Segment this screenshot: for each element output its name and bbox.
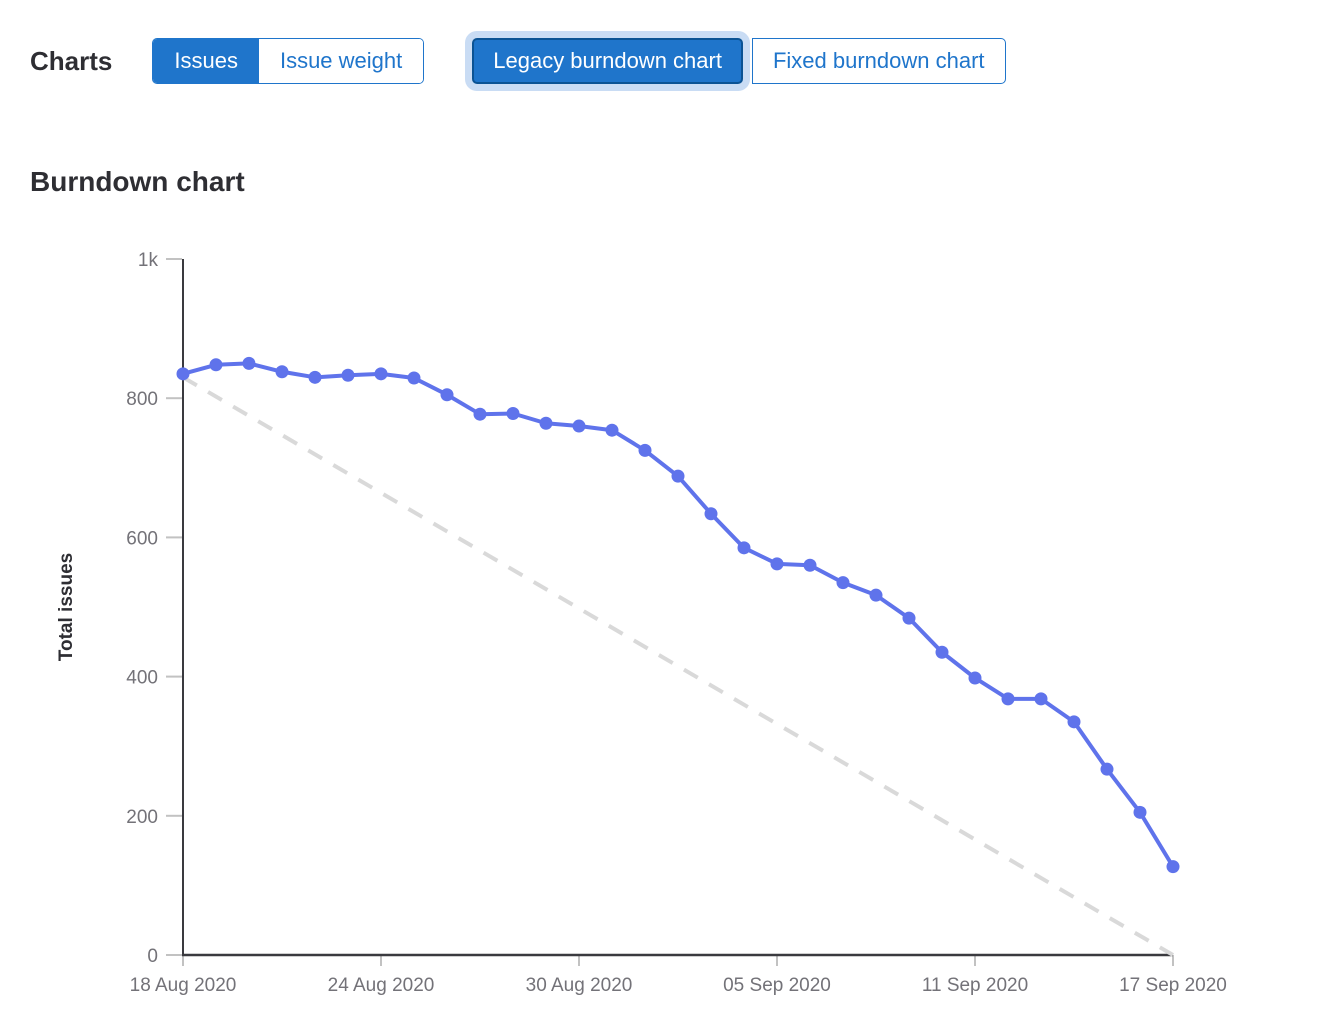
issue-weight-toggle-button[interactable]: Issue weight <box>258 39 424 83</box>
data-point[interactable] <box>803 558 817 572</box>
data-point[interactable] <box>671 469 685 483</box>
x-axis-tick-label: 17 Sep 2020 <box>1119 975 1227 996</box>
chart-type-toggle-group: Legacy burndown chart Fixed burndown cha… <box>472 38 1006 84</box>
burndown-line <box>181 361 1175 869</box>
data-point[interactable] <box>1133 805 1147 819</box>
data-point[interactable] <box>539 416 553 430</box>
x-axis-tick-label: 05 Sep 2020 <box>723 975 831 996</box>
x-axis-tick-label: 30 Aug 2020 <box>526 975 633 996</box>
y-axis-tick-label: 400 <box>126 668 158 689</box>
data-point[interactable] <box>1001 692 1015 706</box>
data-point[interactable] <box>704 507 718 521</box>
data-point[interactable] <box>176 367 190 381</box>
data-point[interactable] <box>836 576 850 590</box>
y-axis-tick-label: 200 <box>126 807 158 828</box>
charts-section-label: Charts <box>30 45 113 76</box>
burndown-chart-svg: 0 200 400 600 800 1k 18 Aug 2020 24 Aug 2020 30 … <box>56 250 1227 996</box>
y-axis-tick-label: 600 <box>126 528 158 549</box>
data-point[interactable] <box>242 356 256 370</box>
data-point[interactable] <box>407 371 421 385</box>
charts-toolbar: Charts Issues Issue weight Legacy burndo… <box>30 38 1006 84</box>
x-axis-tick-label: 18 Aug 2020 <box>130 975 237 996</box>
data-point[interactable] <box>737 541 751 555</box>
data-point[interactable] <box>341 368 355 382</box>
data-point[interactable] <box>1034 692 1048 706</box>
data-point[interactable] <box>308 370 322 384</box>
data-point[interactable] <box>1100 762 1114 776</box>
fixed-burndown-chart-button[interactable]: Fixed burndown chart <box>751 38 1006 84</box>
y-axis-tick-label: 800 <box>126 389 158 410</box>
data-point[interactable] <box>473 407 487 421</box>
legacy-burndown-chart-button[interactable]: Legacy burndown chart <box>472 38 743 84</box>
data-point[interactable] <box>638 443 652 457</box>
data-point[interactable] <box>374 367 388 381</box>
data-point[interactable] <box>440 388 454 402</box>
data-point[interactable] <box>1166 860 1180 874</box>
data-point[interactable] <box>506 407 520 421</box>
y-axis-title: Total issues <box>56 553 77 661</box>
data-point[interactable] <box>1067 715 1081 729</box>
data-point[interactable] <box>770 557 784 571</box>
data-point[interactable] <box>869 588 883 602</box>
issues-toggle-button[interactable]: Issues <box>153 39 259 83</box>
y-axis-tick-label: 1k <box>138 250 159 271</box>
guideline-dashed-line <box>181 375 1175 957</box>
x-axis-tick-label: 24 Aug 2020 <box>328 975 435 996</box>
metric-toggle-group: Issues Issue weight <box>152 38 425 84</box>
y-axis-tick-label: 0 <box>147 946 158 967</box>
burndown-chart: 0 200 400 600 800 1k 18 Aug 2020 24 Aug 2020 30 … <box>0 228 1326 1028</box>
data-point[interactable] <box>275 365 289 379</box>
data-point[interactable] <box>572 419 586 433</box>
page-title: Burndown chart <box>30 166 245 197</box>
data-point[interactable] <box>935 645 949 659</box>
data-point[interactable] <box>968 671 982 685</box>
data-point[interactable] <box>605 423 619 437</box>
data-point[interactable] <box>209 358 223 372</box>
data-point[interactable] <box>902 611 916 625</box>
x-axis-tick-label: 11 Sep 2020 <box>922 975 1028 996</box>
